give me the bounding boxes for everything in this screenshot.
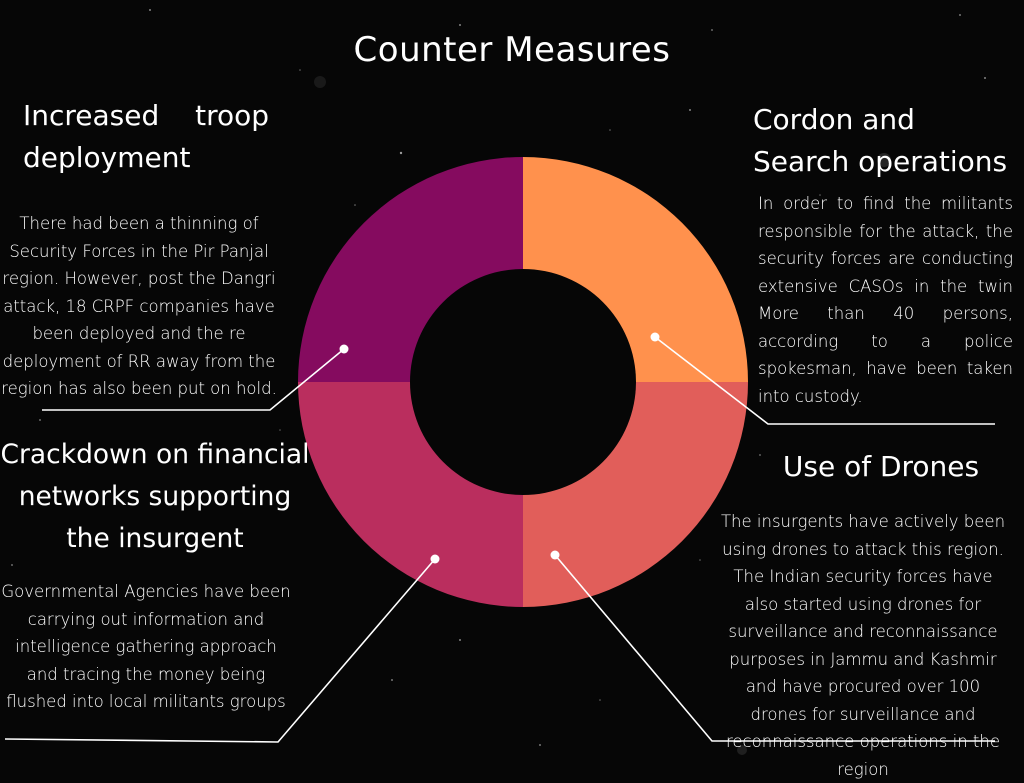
segment-bottom-left: [298, 382, 523, 607]
segment-top-left: [298, 157, 523, 382]
heading-cordon-search: Cordon and Search operations: [753, 103, 1008, 178]
text-cordon-search: In order to find the militants responsib…: [758, 194, 1013, 406]
connector-finance: [4, 558, 436, 743]
text-use-of-drones: The insurgents have actively been using …: [720, 512, 1006, 779]
connector-dot-troops: [339, 344, 349, 354]
segment-bottom-right: [523, 382, 748, 607]
connector-dot-drones: [550, 550, 560, 560]
connector-troops: [42, 348, 345, 411]
page-title: Counter Measures: [353, 30, 671, 70]
text-financial-crackdown: Governmental Agencies have been carrying…: [1, 582, 291, 711]
segment-top-right: [523, 157, 748, 382]
connector-dot-finance: [430, 554, 440, 564]
connector-cordon: [654, 336, 995, 425]
text-troop-deployment: There had been a thinning of Security Fo…: [1, 214, 277, 398]
connector-drones: [554, 554, 995, 742]
connector-dot-cordon: [650, 332, 660, 342]
heading-use-of-drones: Use of Drones: [782, 450, 980, 483]
heading-troop-deployment: Increased troop deployment: [23, 99, 269, 174]
heading-financial-crackdown: Crackdown on financial networks supporti…: [0, 439, 310, 554]
